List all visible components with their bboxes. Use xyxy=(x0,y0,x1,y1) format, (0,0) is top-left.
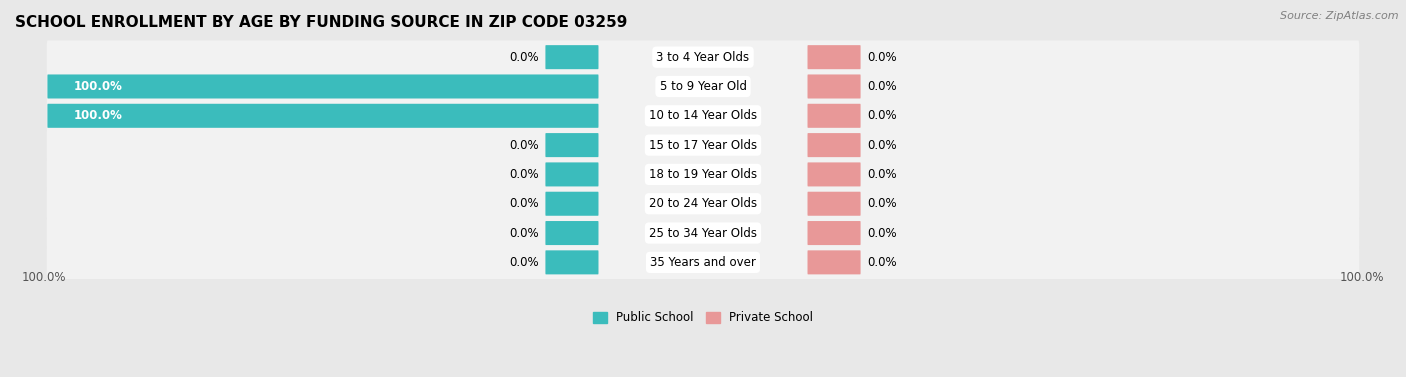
FancyBboxPatch shape xyxy=(46,187,1360,221)
FancyBboxPatch shape xyxy=(807,45,860,69)
FancyBboxPatch shape xyxy=(48,75,599,98)
FancyBboxPatch shape xyxy=(46,129,1360,162)
FancyBboxPatch shape xyxy=(807,192,860,216)
FancyBboxPatch shape xyxy=(546,133,599,157)
Text: 10 to 14 Year Olds: 10 to 14 Year Olds xyxy=(650,109,756,122)
FancyBboxPatch shape xyxy=(48,104,599,128)
FancyBboxPatch shape xyxy=(807,75,860,98)
Text: 3 to 4 Year Olds: 3 to 4 Year Olds xyxy=(657,51,749,64)
Text: 5 to 9 Year Old: 5 to 9 Year Old xyxy=(659,80,747,93)
Text: 25 to 34 Year Olds: 25 to 34 Year Olds xyxy=(650,227,756,239)
FancyBboxPatch shape xyxy=(807,221,860,245)
Text: 0.0%: 0.0% xyxy=(509,168,538,181)
Text: 0.0%: 0.0% xyxy=(868,139,897,152)
Text: 0.0%: 0.0% xyxy=(868,197,897,210)
FancyBboxPatch shape xyxy=(46,246,1360,279)
Text: 20 to 24 Year Olds: 20 to 24 Year Olds xyxy=(650,197,756,210)
Text: 100.0%: 100.0% xyxy=(75,80,122,93)
FancyBboxPatch shape xyxy=(546,162,599,187)
FancyBboxPatch shape xyxy=(546,192,599,216)
FancyBboxPatch shape xyxy=(46,99,1360,132)
Text: 0.0%: 0.0% xyxy=(509,197,538,210)
Text: 100.0%: 100.0% xyxy=(1340,271,1385,284)
Text: 100.0%: 100.0% xyxy=(21,271,66,284)
Text: 0.0%: 0.0% xyxy=(868,168,897,181)
FancyBboxPatch shape xyxy=(807,162,860,187)
Text: 100.0%: 100.0% xyxy=(75,109,122,122)
FancyBboxPatch shape xyxy=(46,70,1360,103)
Text: 0.0%: 0.0% xyxy=(509,227,538,239)
Text: 0.0%: 0.0% xyxy=(509,51,538,64)
FancyBboxPatch shape xyxy=(46,216,1360,250)
Text: 0.0%: 0.0% xyxy=(868,227,897,239)
FancyBboxPatch shape xyxy=(546,45,599,69)
Text: 0.0%: 0.0% xyxy=(509,139,538,152)
Text: 0.0%: 0.0% xyxy=(868,109,897,122)
FancyBboxPatch shape xyxy=(807,104,860,128)
Text: SCHOOL ENROLLMENT BY AGE BY FUNDING SOURCE IN ZIP CODE 03259: SCHOOL ENROLLMENT BY AGE BY FUNDING SOUR… xyxy=(15,15,627,30)
FancyBboxPatch shape xyxy=(546,250,599,274)
FancyBboxPatch shape xyxy=(46,40,1360,74)
FancyBboxPatch shape xyxy=(807,133,860,157)
Text: 0.0%: 0.0% xyxy=(509,256,538,269)
Legend: Public School, Private School: Public School, Private School xyxy=(588,307,818,329)
Text: 18 to 19 Year Olds: 18 to 19 Year Olds xyxy=(650,168,756,181)
Text: 0.0%: 0.0% xyxy=(868,51,897,64)
Text: 0.0%: 0.0% xyxy=(868,80,897,93)
Text: 0.0%: 0.0% xyxy=(868,256,897,269)
Text: Source: ZipAtlas.com: Source: ZipAtlas.com xyxy=(1281,11,1399,21)
FancyBboxPatch shape xyxy=(546,221,599,245)
Text: 15 to 17 Year Olds: 15 to 17 Year Olds xyxy=(650,139,756,152)
FancyBboxPatch shape xyxy=(807,250,860,274)
FancyBboxPatch shape xyxy=(46,158,1360,191)
Text: 35 Years and over: 35 Years and over xyxy=(650,256,756,269)
